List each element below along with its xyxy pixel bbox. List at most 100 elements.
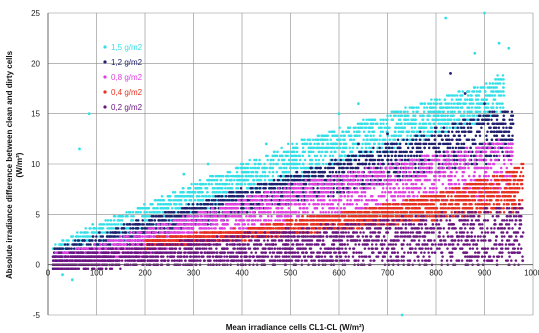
point	[325, 150, 329, 154]
point	[254, 170, 258, 174]
point	[482, 110, 486, 113]
point	[347, 134, 351, 138]
point	[493, 126, 497, 130]
point	[485, 154, 489, 158]
point	[234, 166, 238, 170]
point	[272, 211, 276, 214]
point	[98, 231, 101, 234]
point	[137, 223, 140, 226]
point	[498, 82, 502, 85]
point	[423, 102, 427, 105]
point	[263, 182, 266, 186]
point	[495, 118, 499, 121]
point	[174, 198, 178, 202]
point	[219, 178, 222, 182]
point	[491, 114, 494, 117]
point	[144, 219, 148, 222]
point	[299, 166, 303, 170]
point	[230, 186, 233, 190]
point	[429, 102, 432, 105]
point	[109, 219, 113, 222]
point	[422, 142, 425, 146]
point	[306, 178, 310, 182]
point	[317, 158, 321, 162]
point	[130, 215, 133, 218]
point	[257, 162, 260, 166]
point	[449, 114, 453, 117]
point	[486, 130, 489, 134]
point	[167, 194, 171, 198]
point	[461, 106, 464, 109]
point	[226, 170, 230, 174]
point	[440, 114, 443, 117]
point	[486, 122, 490, 125]
point	[495, 122, 498, 125]
point	[399, 134, 402, 138]
point	[342, 162, 345, 166]
point	[231, 198, 234, 202]
point	[495, 134, 499, 138]
point	[406, 118, 410, 121]
point	[439, 118, 443, 121]
point	[462, 126, 466, 130]
point	[412, 118, 415, 121]
point	[511, 122, 515, 125]
point	[334, 142, 337, 146]
point	[242, 170, 245, 174]
point	[450, 98, 454, 101]
point	[434, 106, 437, 109]
point	[347, 154, 351, 158]
point	[456, 126, 460, 130]
point	[178, 198, 181, 202]
point	[301, 142, 304, 146]
point	[372, 134, 375, 138]
point	[407, 154, 410, 158]
point	[66, 239, 69, 242]
point	[123, 231, 127, 234]
point	[387, 146, 391, 150]
point	[451, 114, 455, 117]
point	[371, 150, 374, 154]
point	[213, 178, 217, 182]
point	[294, 166, 298, 170]
point	[383, 154, 387, 158]
point	[193, 207, 196, 210]
point	[369, 134, 372, 138]
outlier-point	[463, 92, 467, 95]
point	[347, 182, 351, 186]
point	[470, 102, 473, 105]
point	[452, 154, 455, 158]
point	[481, 98, 485, 101]
point	[239, 182, 242, 186]
point	[501, 74, 505, 77]
point	[76, 239, 80, 242]
point	[474, 98, 478, 101]
point	[393, 110, 397, 113]
point	[403, 158, 407, 162]
point	[491, 122, 494, 125]
point	[394, 158, 397, 162]
point	[353, 158, 356, 162]
point	[444, 130, 448, 134]
point	[270, 186, 274, 190]
point	[106, 231, 109, 234]
point	[434, 102, 438, 105]
point	[216, 194, 220, 198]
point	[463, 110, 466, 113]
point	[342, 142, 346, 146]
point	[205, 198, 208, 202]
point	[322, 134, 326, 138]
point	[201, 182, 205, 186]
point	[390, 158, 393, 162]
point	[90, 231, 94, 234]
point	[326, 174, 329, 178]
point	[352, 138, 356, 142]
point	[99, 223, 103, 226]
point	[105, 235, 109, 238]
point	[369, 146, 373, 150]
point	[422, 134, 426, 138]
point	[397, 154, 401, 158]
point	[358, 154, 362, 158]
point	[262, 186, 265, 190]
point	[448, 126, 452, 130]
